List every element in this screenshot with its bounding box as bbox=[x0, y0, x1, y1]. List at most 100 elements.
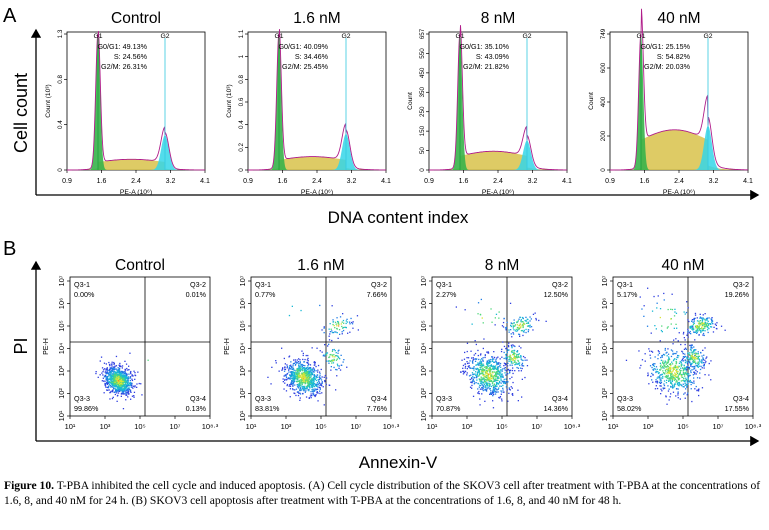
scatter-point bbox=[490, 374, 492, 377]
scatter-point bbox=[687, 376, 689, 378]
scatter-point bbox=[302, 389, 305, 391]
scatter-point bbox=[109, 369, 111, 371]
scatter-point bbox=[692, 321, 694, 323]
scatter-point bbox=[308, 372, 310, 374]
scatter-point bbox=[302, 369, 304, 371]
scatter-point bbox=[292, 389, 294, 391]
scatter-point bbox=[481, 370, 483, 373]
scatter-point bbox=[519, 335, 521, 337]
scatter-point bbox=[690, 359, 692, 361]
scatter-point bbox=[504, 327, 507, 329]
scatter-point bbox=[130, 391, 132, 393]
scatter-point bbox=[310, 374, 312, 376]
x-tick-label: 10⁸·³ bbox=[745, 422, 762, 431]
scatter-point bbox=[120, 388, 122, 390]
scatter-point bbox=[668, 358, 670, 360]
scatter-point bbox=[656, 382, 658, 384]
scatter-point bbox=[116, 372, 118, 374]
scatter-point bbox=[671, 373, 673, 375]
scatter-point bbox=[496, 391, 498, 393]
y-tick-label: 1.1 bbox=[238, 29, 245, 38]
scatter-point bbox=[342, 361, 344, 363]
scatter-point bbox=[496, 389, 498, 391]
scatter-point bbox=[497, 391, 499, 393]
scatter-point bbox=[489, 380, 492, 382]
scatter-point bbox=[112, 378, 114, 380]
scatter-point bbox=[473, 367, 475, 370]
scatter-point bbox=[326, 352, 329, 354]
scatter-point bbox=[107, 383, 109, 385]
scatter-point bbox=[118, 386, 120, 389]
panel-b-y-axis-label: PI bbox=[11, 337, 31, 354]
scatter-point bbox=[692, 351, 694, 353]
scatter-point bbox=[516, 326, 519, 329]
y-tick-label: 0.8 bbox=[57, 74, 64, 83]
scatter-point bbox=[669, 363, 672, 365]
scatter-point bbox=[702, 334, 704, 336]
scatter-point bbox=[668, 372, 670, 374]
scatter-point bbox=[133, 370, 135, 372]
x-tick-label: 10⁷ bbox=[531, 422, 542, 431]
scatter-point bbox=[105, 375, 107, 377]
scatter-point bbox=[694, 371, 696, 374]
scatter-point bbox=[114, 365, 116, 367]
scatter-point bbox=[694, 361, 696, 363]
scatter-point bbox=[124, 378, 126, 380]
scatter-point bbox=[127, 383, 129, 386]
y-tick-label: 749 bbox=[600, 28, 607, 39]
scatter-point bbox=[112, 389, 114, 391]
scatter-point bbox=[706, 356, 708, 358]
scatter-point bbox=[116, 371, 118, 373]
scatter-point bbox=[677, 382, 679, 384]
scatter-point bbox=[689, 361, 691, 363]
scatter-point bbox=[687, 383, 689, 385]
scatter-point bbox=[520, 356, 522, 358]
y-tick-label: 10⁷ bbox=[238, 275, 247, 286]
scatter-point bbox=[495, 368, 497, 370]
scatter-point bbox=[660, 393, 662, 395]
scatter-point bbox=[117, 392, 120, 394]
scatter-point bbox=[331, 339, 333, 342]
scatter-point bbox=[702, 362, 704, 364]
scatter-point bbox=[492, 372, 494, 374]
g1-label: G1 bbox=[93, 33, 102, 40]
scatter-point bbox=[319, 373, 321, 375]
scatter-point bbox=[683, 337, 685, 339]
scatter-point bbox=[284, 366, 286, 368]
scatter-point bbox=[660, 359, 663, 361]
scatter-point bbox=[505, 356, 507, 359]
scatter-point bbox=[672, 359, 675, 362]
scatter-point bbox=[113, 361, 115, 364]
scatter-point bbox=[660, 379, 662, 381]
scatter-point bbox=[518, 325, 520, 327]
scatter-point bbox=[283, 388, 285, 390]
scatter-point bbox=[305, 387, 307, 390]
scatter-point bbox=[476, 367, 479, 370]
y-tick-label: 150 bbox=[419, 125, 426, 136]
g1-label: G1 bbox=[636, 33, 645, 40]
scatter-point bbox=[127, 392, 129, 394]
scatter-point bbox=[302, 375, 304, 377]
scatter-point bbox=[653, 295, 655, 298]
y-tick-label: 10⁵ bbox=[238, 320, 247, 331]
scatter-point bbox=[508, 360, 510, 362]
scatter-point bbox=[662, 370, 664, 372]
scatter-point bbox=[267, 376, 269, 378]
scatter-point bbox=[303, 381, 305, 384]
scatter-point bbox=[491, 365, 493, 367]
scatter-point bbox=[517, 400, 519, 402]
scatter-point bbox=[482, 373, 484, 375]
y-tick-label: 657 bbox=[419, 28, 426, 39]
scatter-point bbox=[678, 362, 681, 364]
y-tick-label: 10⁵ bbox=[419, 320, 428, 331]
scatter-point bbox=[698, 355, 701, 357]
scatter-point bbox=[703, 365, 705, 367]
y-axis-title: Count (10³) bbox=[45, 84, 52, 117]
scatter-point bbox=[486, 388, 488, 390]
scatter-point bbox=[116, 389, 118, 391]
scatter-point bbox=[680, 383, 682, 386]
scatter-point bbox=[672, 374, 674, 376]
x-tick-label: 2.4 bbox=[674, 178, 684, 185]
scatter-point bbox=[278, 370, 280, 372]
scatter-point bbox=[111, 385, 113, 387]
